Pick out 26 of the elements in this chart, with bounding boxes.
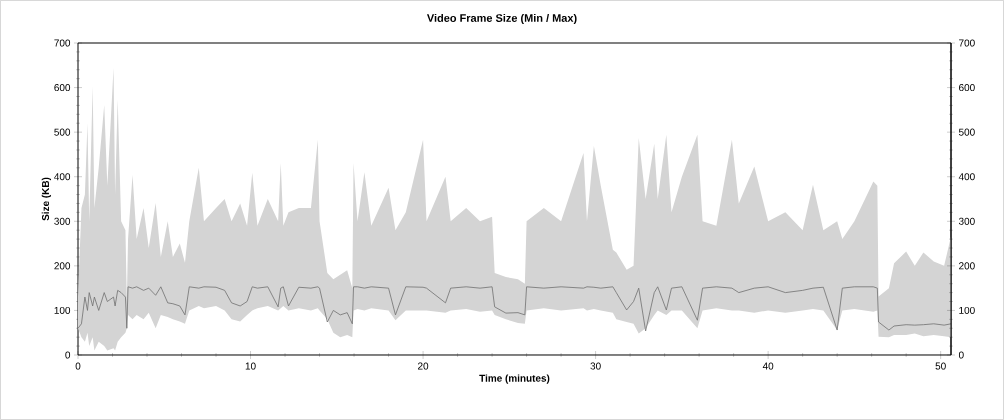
y-tick-label: 300 [54, 217, 71, 225]
x-tick-label: 10 [245, 362, 256, 370]
y2-tick-label: 100 [959, 306, 975, 314]
y2-tick-label: 200 [959, 262, 975, 270]
x-tick-label: 20 [418, 362, 429, 370]
x-tick-label: 30 [590, 362, 601, 370]
y2-tick-label: 600 [959, 84, 975, 92]
line-series [78, 286, 952, 332]
y2-tick-label: 700 [959, 39, 975, 47]
y2-tick-label: 300 [958, 217, 975, 225]
chart-title: Video Frame Size (Min / Max) [426, 13, 577, 25]
y-tick-label: 200 [54, 262, 71, 270]
x-axis-title: Time (minutes) [479, 374, 550, 384]
y2-tick-label: 400 [958, 173, 975, 181]
x-tick-label: 40 [762, 362, 774, 370]
x-tick-label: 0 [75, 362, 81, 370]
y-axis-title: Size (KB) [41, 177, 52, 221]
y-tick-label: 700 [54, 39, 71, 47]
y2-tick-label: 0 [958, 351, 964, 359]
y-tick-label: 400 [54, 173, 71, 181]
y-tick-label: 600 [54, 84, 71, 92]
x-tick-label: 50 [935, 362, 946, 370]
y-tick-label: 0 [65, 351, 71, 359]
y2-tick-label: 500 [958, 128, 975, 136]
y-tick-label: 100 [54, 306, 71, 314]
y-tick-label: 500 [54, 128, 71, 136]
